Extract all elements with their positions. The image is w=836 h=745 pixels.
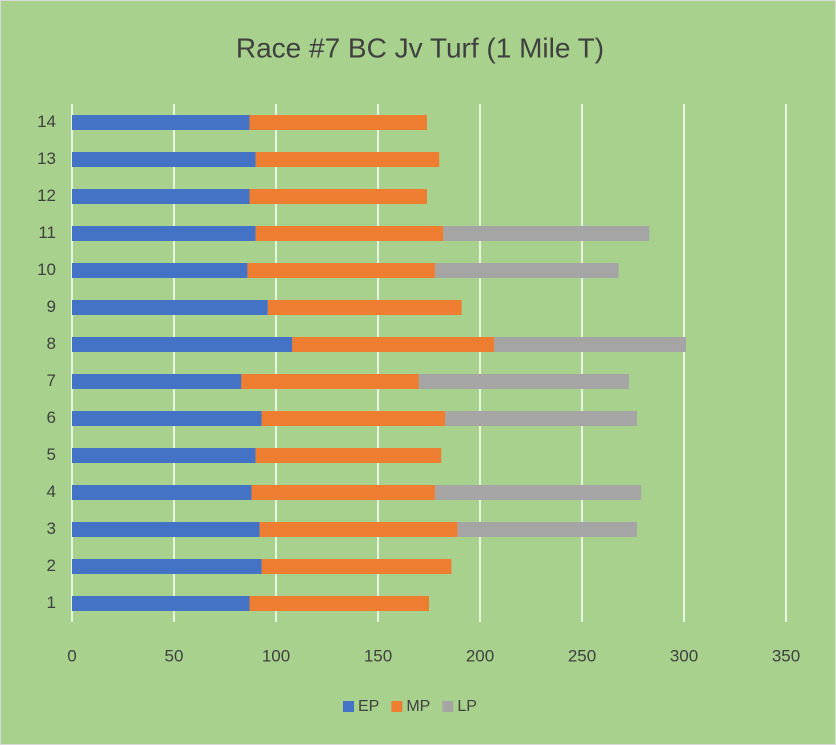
y-tick-label: 7 [47, 371, 56, 390]
y-tick-label: 14 [37, 112, 56, 131]
bar-segment [72, 448, 256, 463]
bar-segment [72, 189, 250, 204]
y-tick-label: 3 [47, 519, 56, 538]
bar-segment [261, 411, 446, 426]
bar-segment [72, 263, 248, 278]
bar-segment [435, 263, 619, 278]
y-tick-label: 2 [47, 556, 56, 575]
bar-segment [249, 596, 429, 611]
bar-segment [72, 115, 250, 130]
bar-segment [443, 226, 650, 241]
x-tick-label: 50 [165, 646, 184, 665]
bar-segment [249, 115, 427, 130]
bar-segment [72, 337, 293, 352]
bar-segment [418, 374, 629, 389]
legend-label: EP [358, 698, 379, 715]
bar-segment [72, 300, 268, 315]
bar-segment [72, 411, 262, 426]
legend-swatch [343, 701, 354, 712]
y-tick-label: 8 [47, 334, 56, 353]
y-tick-label: 4 [47, 482, 56, 501]
bar-segment [435, 485, 642, 500]
bar-segment [255, 448, 442, 463]
y-tick-label: 10 [37, 260, 56, 279]
y-tick-label: 9 [47, 297, 56, 316]
bar-segment [255, 226, 444, 241]
y-tick-label: 6 [47, 408, 56, 427]
bar-segment [457, 522, 638, 537]
bar-segment [72, 596, 250, 611]
legend-swatch [391, 701, 403, 712]
bar-segment [241, 374, 419, 389]
legend-label: LP [457, 698, 477, 715]
x-tick-label: 250 [568, 646, 596, 665]
x-tick-label: 0 [67, 646, 76, 665]
legend-swatch [442, 701, 454, 712]
bar-segment [72, 152, 256, 167]
x-tick-label: 150 [364, 646, 392, 665]
x-tick-label: 300 [670, 646, 698, 665]
bar-segment [249, 189, 427, 204]
y-tick-label: 5 [47, 445, 56, 464]
bar-segment [445, 411, 638, 426]
bar-segment [267, 300, 462, 315]
bar-segment [292, 337, 495, 352]
y-tick-label: 12 [37, 186, 56, 205]
bar-segment [251, 485, 436, 500]
x-tick-label: 100 [262, 646, 290, 665]
x-tick-label: 200 [466, 646, 494, 665]
y-tick-label: 11 [38, 223, 56, 242]
bar-segment [72, 485, 252, 500]
bar-segment [494, 337, 687, 352]
bar-segment [259, 522, 458, 537]
bar-segment [255, 152, 440, 167]
y-tick-label: 13 [37, 149, 56, 168]
bar-segment [261, 559, 452, 574]
chart-title: Race #7 BC Jv Turf (1 Mile T) [236, 32, 604, 63]
x-tick-label: 350 [772, 646, 800, 665]
bar-segment [247, 263, 436, 278]
legend-label: MP [406, 698, 430, 715]
bar-segment [72, 522, 260, 537]
bar-segment [72, 226, 256, 241]
bar-segment [72, 559, 262, 574]
bar-segment [72, 374, 242, 389]
y-tick-label: 1 [47, 593, 56, 612]
